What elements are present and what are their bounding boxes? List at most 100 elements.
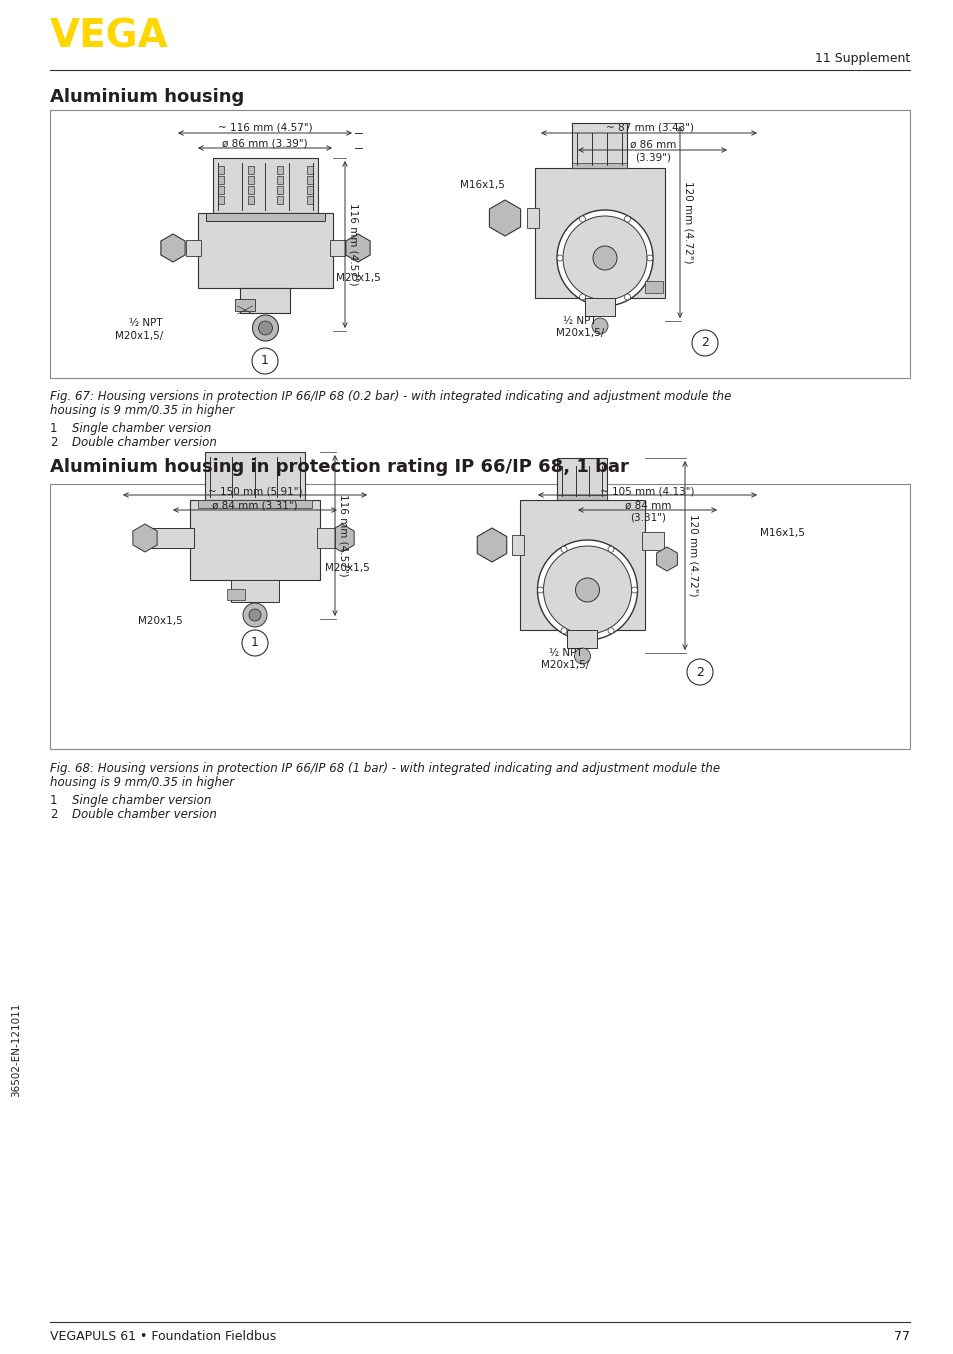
Bar xyxy=(557,458,607,500)
Bar xyxy=(205,452,305,500)
Bar xyxy=(277,167,283,175)
Bar xyxy=(248,185,253,194)
Text: 77: 77 xyxy=(893,1330,909,1343)
Bar xyxy=(213,158,317,213)
Bar xyxy=(535,168,664,298)
Text: housing is 9 mm/0.35 in higher: housing is 9 mm/0.35 in higher xyxy=(50,776,233,789)
Bar xyxy=(567,630,597,649)
Circle shape xyxy=(562,217,646,301)
Bar xyxy=(572,123,627,168)
Polygon shape xyxy=(161,234,185,263)
Bar xyxy=(330,240,345,256)
Text: 116 mm (4.57"): 116 mm (4.57") xyxy=(338,494,349,577)
Bar xyxy=(235,299,255,311)
Circle shape xyxy=(253,315,278,341)
Bar xyxy=(218,185,224,194)
Circle shape xyxy=(537,588,543,593)
Bar xyxy=(307,196,313,204)
Circle shape xyxy=(557,255,562,261)
Text: Aluminium housing in protection rating IP 66/IP 68, 1 bar: Aluminium housing in protection rating I… xyxy=(50,458,628,477)
Text: 2: 2 xyxy=(50,436,57,450)
Text: 1: 1 xyxy=(251,636,258,650)
Text: M16x1,5: M16x1,5 xyxy=(760,528,804,538)
Bar xyxy=(557,496,607,500)
Bar xyxy=(584,298,615,315)
Circle shape xyxy=(543,546,631,634)
Bar xyxy=(248,176,253,184)
Text: Double chamber version: Double chamber version xyxy=(71,808,216,821)
Bar xyxy=(248,196,253,204)
Circle shape xyxy=(624,294,630,301)
Polygon shape xyxy=(489,200,520,236)
Text: VEGAPULS 61 • Foundation Fieldbus: VEGAPULS 61 • Foundation Fieldbus xyxy=(50,1330,276,1343)
Text: ~ 150 mm (5.91"): ~ 150 mm (5.91") xyxy=(208,486,302,496)
Text: Double chamber version: Double chamber version xyxy=(71,436,216,450)
Circle shape xyxy=(686,659,712,685)
Circle shape xyxy=(252,348,277,374)
Bar xyxy=(307,185,313,194)
Text: 1: 1 xyxy=(50,793,57,807)
Circle shape xyxy=(607,628,614,634)
Text: 36502-EN-121011: 36502-EN-121011 xyxy=(11,1003,21,1097)
Text: 116 mm (4.57"): 116 mm (4.57") xyxy=(349,203,358,286)
Text: 120 mm (4.72"): 120 mm (4.72") xyxy=(683,180,693,263)
Bar xyxy=(572,162,627,168)
Circle shape xyxy=(593,246,617,269)
Text: ø 86 mm (3.39"): ø 86 mm (3.39") xyxy=(222,138,308,148)
Bar xyxy=(307,167,313,175)
Circle shape xyxy=(242,630,268,655)
Text: 2: 2 xyxy=(696,666,703,678)
Bar xyxy=(248,167,253,175)
Text: 11 Supplement: 11 Supplement xyxy=(814,51,909,65)
Text: housing is 9 mm/0.35 in higher: housing is 9 mm/0.35 in higher xyxy=(50,403,233,417)
Circle shape xyxy=(624,217,630,222)
Bar xyxy=(50,483,909,749)
Text: M16x1,5: M16x1,5 xyxy=(459,180,504,190)
Text: M20x1,5/: M20x1,5/ xyxy=(556,328,603,338)
Text: VEGA: VEGA xyxy=(50,18,169,56)
Text: M20x1,5/: M20x1,5/ xyxy=(114,330,163,341)
Bar xyxy=(277,196,283,204)
Circle shape xyxy=(691,330,718,356)
Bar xyxy=(512,535,523,555)
Text: ½ NPT: ½ NPT xyxy=(562,315,597,326)
Bar xyxy=(316,528,335,548)
Circle shape xyxy=(560,628,566,634)
Text: 120 mm (4.72"): 120 mm (4.72") xyxy=(688,515,699,597)
Text: M20x1,5: M20x1,5 xyxy=(138,616,183,626)
Circle shape xyxy=(258,321,273,334)
Text: Fig. 67: Housing versions in protection IP 66/IP 68 (0.2 bar) - with integrated : Fig. 67: Housing versions in protection … xyxy=(50,390,731,403)
Text: 2: 2 xyxy=(50,808,57,821)
Circle shape xyxy=(631,588,637,593)
Circle shape xyxy=(574,649,590,663)
Text: Aluminium housing: Aluminium housing xyxy=(50,88,244,106)
Circle shape xyxy=(578,294,585,301)
Bar xyxy=(277,185,283,194)
Bar xyxy=(198,213,333,288)
Bar xyxy=(307,176,313,184)
Bar xyxy=(641,532,663,550)
Text: (3.39"): (3.39") xyxy=(635,152,670,162)
Bar xyxy=(218,176,224,184)
Text: Single chamber version: Single chamber version xyxy=(71,422,212,435)
Circle shape xyxy=(578,217,585,222)
Bar xyxy=(277,176,283,184)
Circle shape xyxy=(537,540,637,640)
Text: ø 86 mm: ø 86 mm xyxy=(629,139,676,150)
Text: (3.31"): (3.31") xyxy=(629,513,665,523)
Bar xyxy=(218,167,224,175)
Bar xyxy=(240,288,291,313)
Text: 2: 2 xyxy=(700,337,708,349)
Polygon shape xyxy=(656,547,677,571)
Text: 1: 1 xyxy=(261,355,269,367)
Text: M20x1,5: M20x1,5 xyxy=(335,274,380,283)
Circle shape xyxy=(646,255,652,261)
Text: 1: 1 xyxy=(50,422,57,435)
Text: ~ 87 mm (3.43"): ~ 87 mm (3.43") xyxy=(605,122,693,131)
Text: ~ 105 mm (4.13"): ~ 105 mm (4.13") xyxy=(599,486,694,496)
Bar xyxy=(190,500,319,580)
Polygon shape xyxy=(330,524,354,552)
Circle shape xyxy=(557,210,652,306)
Bar xyxy=(218,196,224,204)
Polygon shape xyxy=(346,234,370,263)
